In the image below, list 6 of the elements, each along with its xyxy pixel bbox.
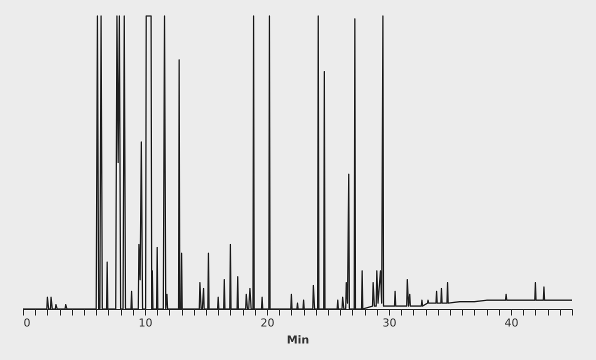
- x-tick-label: 30: [382, 316, 396, 330]
- x-tick-label: 10: [138, 316, 152, 330]
- x-tick-label: 40: [504, 316, 518, 330]
- x-tick-label: 0: [24, 316, 30, 330]
- x-axis-title: Min: [286, 334, 310, 346]
- x-tick-label: 20: [260, 316, 274, 330]
